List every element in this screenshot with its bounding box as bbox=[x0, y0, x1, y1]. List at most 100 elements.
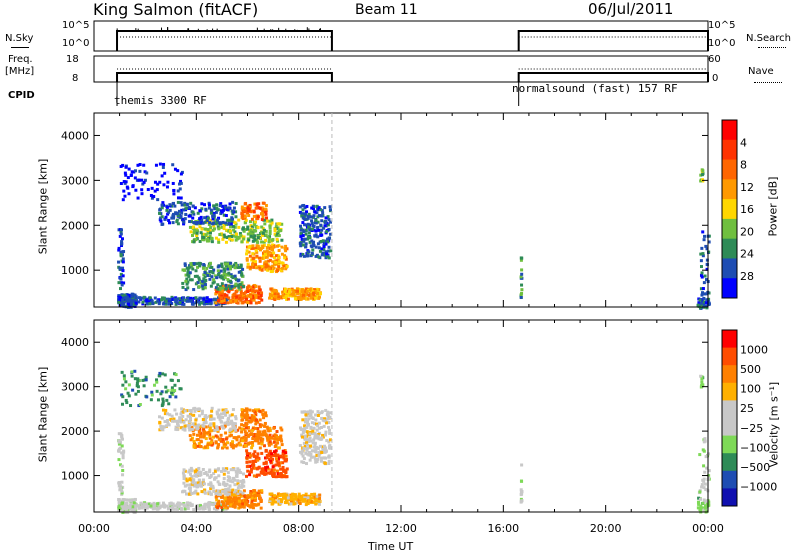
velocity-cell bbox=[273, 468, 276, 471]
velocity-colorbar bbox=[722, 330, 737, 507]
velocity-cell bbox=[199, 440, 202, 443]
velocity-cell bbox=[163, 426, 166, 429]
x-tick-label: 16:00 bbox=[487, 522, 519, 535]
velocity-cell bbox=[299, 451, 302, 454]
power-cell bbox=[209, 262, 212, 265]
velocity-cell bbox=[173, 408, 176, 411]
power-cell bbox=[117, 301, 120, 304]
velocity-cell bbox=[245, 407, 248, 410]
power-cell bbox=[186, 203, 189, 206]
velocity-cell bbox=[233, 479, 236, 482]
velocity-cell bbox=[189, 434, 192, 437]
velocity-cell bbox=[520, 490, 523, 493]
power-cell bbox=[268, 251, 271, 254]
power-cell bbox=[217, 299, 220, 302]
power-cell bbox=[256, 203, 259, 206]
velocity-cell bbox=[262, 416, 265, 419]
power-cell bbox=[120, 243, 123, 246]
velocity-cell bbox=[210, 474, 213, 477]
power-cell bbox=[259, 248, 262, 251]
power-cell bbox=[151, 187, 154, 190]
power-cell bbox=[140, 192, 143, 195]
velocity-cell bbox=[314, 433, 317, 436]
power-cell bbox=[212, 282, 215, 285]
velocity-cell bbox=[145, 376, 148, 379]
velocity-cell bbox=[700, 377, 703, 380]
power-cell bbox=[138, 296, 141, 299]
velocity-cell bbox=[215, 499, 218, 502]
velocity-cell bbox=[120, 435, 123, 438]
power-cell bbox=[200, 228, 203, 231]
velocity-cell bbox=[245, 449, 248, 452]
power-cell bbox=[120, 232, 123, 235]
power-cell bbox=[204, 228, 207, 231]
velocity-cell bbox=[247, 420, 250, 423]
power-cell bbox=[224, 221, 227, 224]
velocity-cell bbox=[217, 467, 220, 470]
velocity-cell bbox=[187, 471, 190, 474]
velocity-cell bbox=[252, 463, 255, 466]
power-cell bbox=[274, 295, 277, 298]
velocity-cell bbox=[118, 450, 121, 453]
power-cell bbox=[198, 221, 201, 224]
velocity-cell bbox=[204, 505, 207, 508]
velocity-cell bbox=[698, 453, 701, 456]
velocity-cell bbox=[120, 432, 123, 435]
power-cell bbox=[703, 235, 706, 238]
power-cell bbox=[260, 212, 263, 215]
velocity-cell bbox=[230, 468, 233, 471]
power-colorbar-tick: 24 bbox=[740, 248, 754, 261]
velocity-cell bbox=[181, 415, 184, 418]
power-cell bbox=[304, 213, 307, 216]
power-colorbar-tick: 12 bbox=[740, 181, 754, 194]
velocity-cell bbox=[121, 384, 124, 387]
velocity-cell bbox=[176, 428, 179, 431]
power-cell bbox=[263, 229, 266, 232]
power-cell bbox=[206, 274, 209, 277]
velocity-cell bbox=[150, 391, 153, 394]
power-cell bbox=[700, 265, 703, 268]
velocity-cell bbox=[188, 420, 191, 423]
power-cell bbox=[317, 229, 320, 232]
velocity-cell bbox=[188, 502, 191, 505]
velocity-cell bbox=[224, 431, 227, 434]
velocity-cell bbox=[226, 441, 229, 444]
power-cell bbox=[260, 226, 263, 229]
power-cell bbox=[162, 166, 165, 169]
velocity-cell bbox=[310, 456, 313, 459]
power-cell bbox=[127, 303, 130, 306]
power-cell bbox=[190, 230, 193, 233]
power-cell bbox=[149, 296, 152, 299]
velocity-ytick-label: 1000 bbox=[61, 470, 89, 483]
velocity-cell bbox=[226, 502, 229, 505]
velocity-cell bbox=[238, 497, 241, 500]
velocity-cell bbox=[196, 427, 199, 430]
power-cell bbox=[266, 256, 269, 259]
velocity-cell bbox=[188, 477, 191, 480]
power-cell bbox=[262, 232, 265, 235]
power-cell bbox=[280, 246, 283, 249]
power-cell bbox=[231, 296, 234, 299]
power-cell bbox=[254, 260, 257, 263]
velocity-cell bbox=[119, 487, 122, 490]
velocity-cell bbox=[158, 372, 161, 375]
velocity-cell bbox=[217, 489, 220, 492]
power-cell bbox=[697, 304, 700, 307]
velocity-cell bbox=[121, 444, 124, 447]
velocity-cell bbox=[309, 432, 312, 435]
velocity-cell bbox=[165, 390, 168, 393]
power-cell bbox=[234, 235, 237, 238]
power-colorbar-swatch bbox=[722, 140, 737, 160]
power-cell bbox=[242, 285, 245, 288]
power-cell bbox=[226, 278, 229, 281]
power-cell bbox=[311, 228, 314, 231]
velocity-cell bbox=[222, 438, 225, 441]
power-cell bbox=[227, 222, 230, 225]
velocity-cell bbox=[304, 413, 307, 416]
velocity-cell bbox=[121, 371, 124, 374]
power-cell bbox=[230, 235, 233, 238]
velocity-cell bbox=[275, 437, 278, 440]
power-cell bbox=[268, 240, 271, 243]
velocity-cell bbox=[255, 433, 258, 436]
power-cell bbox=[232, 228, 235, 231]
